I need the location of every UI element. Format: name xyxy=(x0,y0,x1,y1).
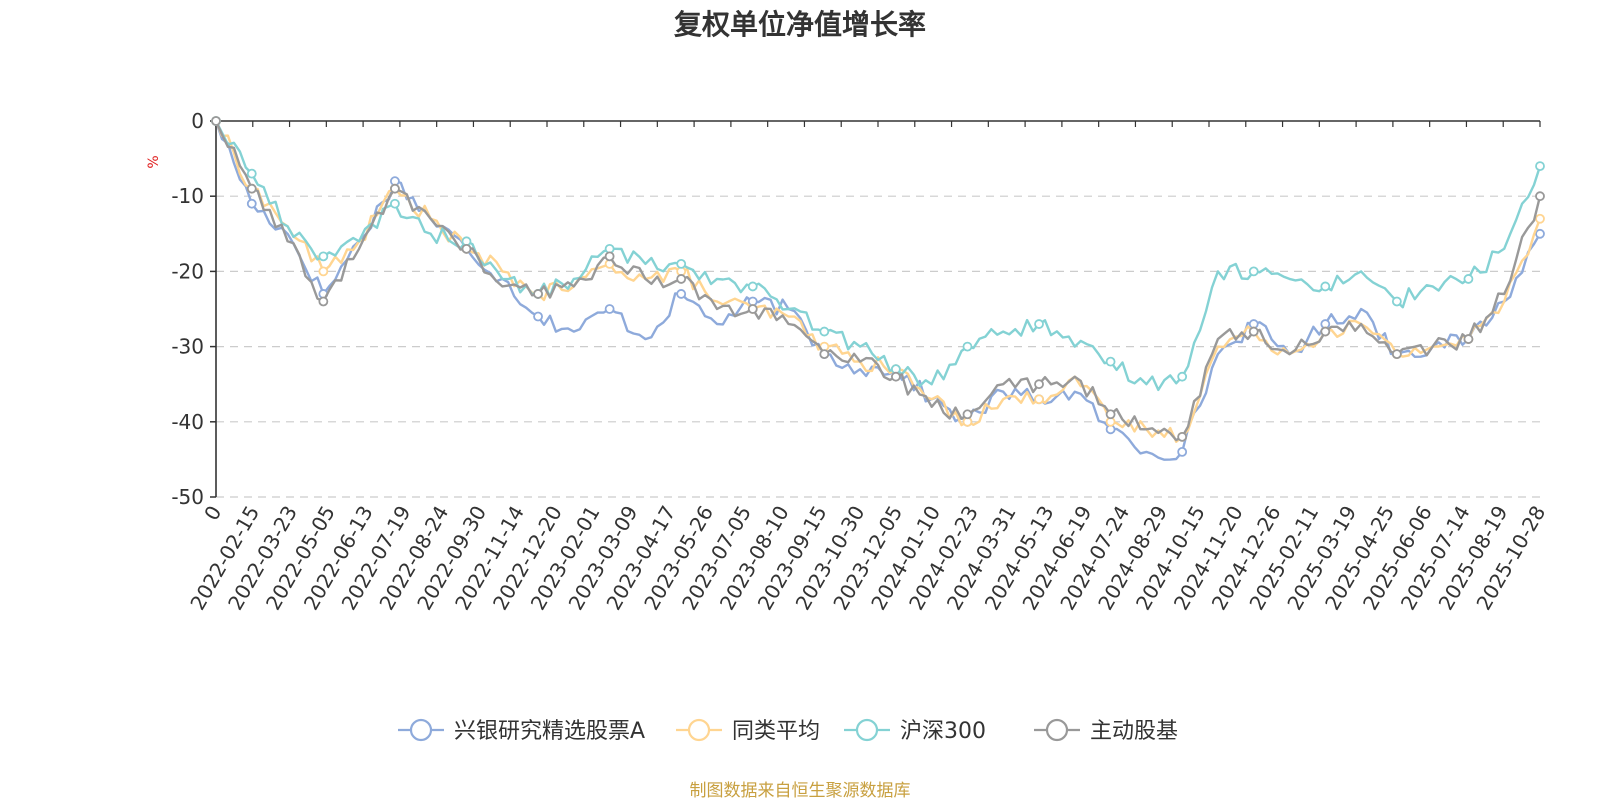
chart-title: 复权单位净值增长率 xyxy=(674,8,926,41)
series-point xyxy=(533,289,543,299)
y-tick-label: -20 xyxy=(171,259,204,283)
legend-item[interactable]: 主动股基 xyxy=(1034,718,1178,744)
series-point xyxy=(747,281,758,292)
series-point xyxy=(1535,213,1545,224)
x-tick-label: 0 xyxy=(199,502,226,525)
legend-label: 兴银研究精选股票A xyxy=(454,719,645,744)
series-point xyxy=(962,341,973,352)
series-point xyxy=(1320,281,1331,292)
series-point xyxy=(1177,371,1188,382)
series-lines xyxy=(211,116,1545,461)
series-point xyxy=(676,274,687,284)
series-point xyxy=(604,304,615,314)
series-point xyxy=(1034,394,1044,405)
legend-item[interactable]: 同类平均 xyxy=(676,718,820,744)
series-point xyxy=(1320,326,1331,337)
series-point xyxy=(1535,228,1545,239)
series-point xyxy=(318,266,329,277)
series-point xyxy=(246,198,257,209)
series-point xyxy=(1391,349,1402,360)
y-tick-label: -40 xyxy=(171,410,204,434)
series-point xyxy=(962,409,973,420)
series-point xyxy=(1535,161,1545,172)
series-line xyxy=(214,120,1542,461)
series-line xyxy=(214,120,1542,442)
y-tick-label: -10 xyxy=(171,184,204,208)
series-point xyxy=(246,183,257,194)
y-tick-label: -50 xyxy=(171,485,204,509)
series-point xyxy=(1034,319,1044,329)
series-point xyxy=(1177,446,1188,457)
series-point xyxy=(604,251,615,262)
series-point xyxy=(211,116,221,126)
legend-marker xyxy=(855,718,879,742)
legend-marker xyxy=(1045,718,1069,742)
series-point xyxy=(1463,334,1474,344)
series-point xyxy=(1105,356,1116,367)
series-point xyxy=(318,296,329,307)
gridlines xyxy=(216,195,1540,498)
series-point xyxy=(747,304,758,314)
series-point xyxy=(819,326,830,337)
series-point xyxy=(461,243,472,254)
legend-label: 同类平均 xyxy=(732,719,820,744)
legend-marker xyxy=(687,718,711,742)
series-point xyxy=(1463,274,1474,284)
series-point xyxy=(390,198,400,209)
y-tick-label: -30 xyxy=(171,335,204,359)
series-point xyxy=(1248,326,1259,337)
series-point xyxy=(318,251,329,262)
series-point xyxy=(246,168,257,179)
y-unit-label: % xyxy=(146,155,162,168)
legend-item[interactable]: 沪深300 xyxy=(844,718,986,744)
legend-item[interactable]: 兴银研究精选股票A xyxy=(398,718,645,744)
legend-marker xyxy=(409,718,433,742)
series-point xyxy=(1034,379,1044,390)
series-point xyxy=(1535,191,1545,202)
legend-label: 主动股基 xyxy=(1090,719,1178,744)
legend-label: 沪深300 xyxy=(900,719,986,744)
series-point xyxy=(819,349,830,360)
series-point xyxy=(1105,409,1116,420)
series-point xyxy=(1177,431,1188,442)
series-line xyxy=(214,120,1542,392)
series-point xyxy=(1248,266,1259,277)
series-point xyxy=(1391,296,1402,307)
series-point xyxy=(676,289,687,299)
series-point xyxy=(676,258,687,269)
series-point xyxy=(390,183,400,194)
data-source-note: 制图数据来自恒生聚源数据库 xyxy=(690,781,911,800)
series-point xyxy=(890,371,901,382)
legend: 兴银研究精选股票A 同类平均 沪深300 主动股基 xyxy=(398,718,1178,744)
series-point xyxy=(533,311,543,322)
y-tick-label: 0 xyxy=(191,109,204,133)
